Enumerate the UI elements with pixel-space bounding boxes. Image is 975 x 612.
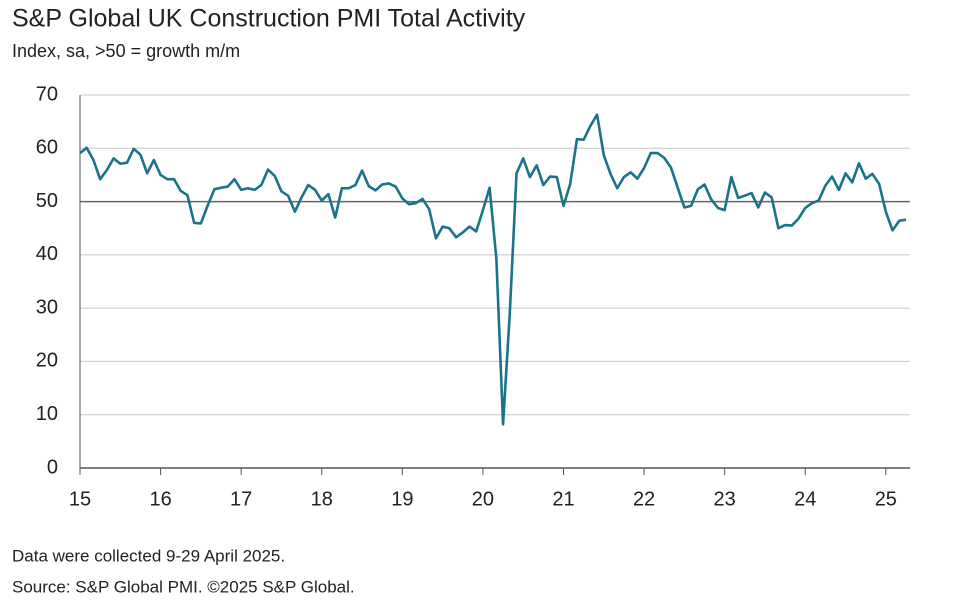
x-tick-label: 25 — [875, 488, 897, 510]
x-tick-label: 21 — [552, 488, 574, 510]
x-tick-label: 18 — [311, 488, 333, 510]
note: Data were collected 9-29 April 2025. — [12, 546, 285, 565]
x-tick-label: 16 — [149, 488, 171, 510]
y-tick-label: 70 — [36, 83, 58, 105]
chart-title: S&P Global UK Construction PMI Total Act… — [12, 5, 526, 33]
x-tick-label: 22 — [633, 488, 655, 510]
y-tick-label: 30 — [36, 296, 58, 318]
chart-subtitle: Index, sa, >50 = growth m/m — [12, 41, 240, 61]
x-tick-label: 17 — [230, 488, 252, 510]
y-tick-label: 40 — [36, 243, 58, 265]
y-tick-label: 20 — [36, 350, 58, 372]
source: Source: S&P Global PMI. ©2025 S&P Global… — [12, 577, 355, 596]
x-tick-label: 20 — [472, 488, 494, 510]
x-tick-label: 23 — [714, 488, 736, 510]
data-line — [79, 113, 907, 426]
x-tick-label: 19 — [391, 488, 413, 510]
x-tick-label: 15 — [69, 488, 91, 510]
y-tick-label: 10 — [36, 403, 58, 425]
y-tick-label: 0 — [47, 456, 58, 478]
y-tick-label: 50 — [36, 190, 58, 212]
x-tick-label: 24 — [794, 488, 816, 510]
y-tick-label: 60 — [36, 137, 58, 159]
